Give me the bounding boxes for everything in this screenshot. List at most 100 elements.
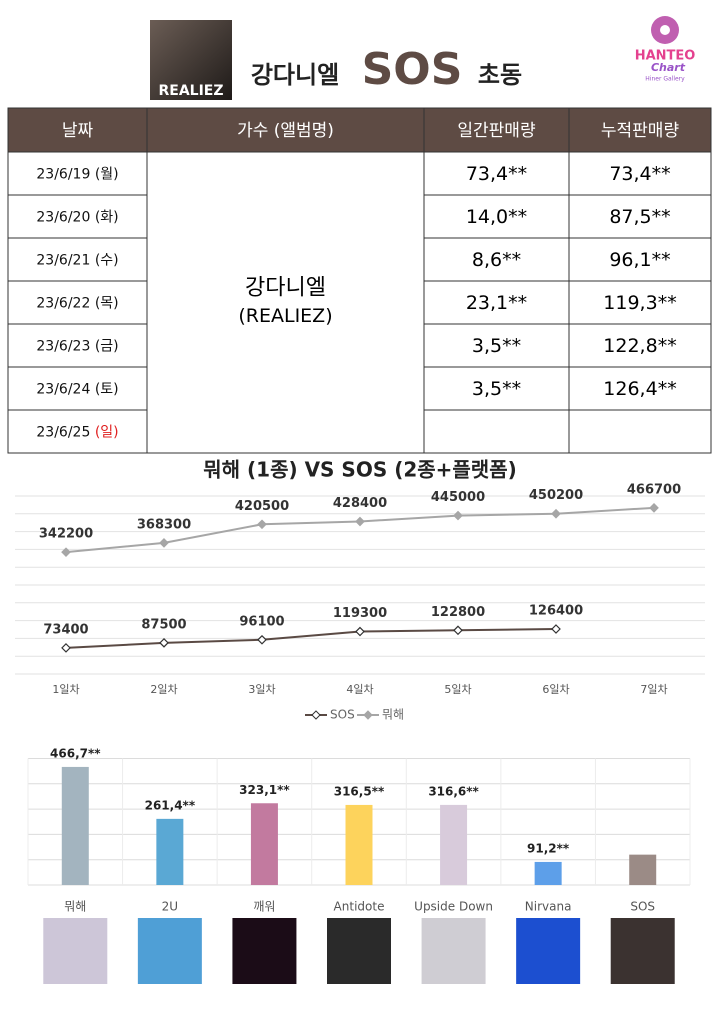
total-sales: 96,1**	[609, 249, 670, 271]
date: 23/6/20	[36, 210, 90, 226]
weekday: (화)	[95, 210, 119, 226]
point	[257, 519, 267, 530]
date: 23/6/19	[36, 167, 90, 183]
x-tick-label: 2일차	[150, 682, 177, 696]
point	[159, 538, 169, 548]
table-date: 23/6/21 (수)	[36, 253, 118, 269]
data-label: 428400	[333, 496, 387, 511]
x-tick-label: 2U	[162, 900, 178, 914]
album-thumb	[43, 918, 108, 984]
x-tick-label: 4일차	[346, 682, 373, 696]
x-tick-label: Antidote	[334, 900, 385, 914]
album-thumb	[516, 918, 581, 984]
title-artist: 강다니엘	[251, 61, 339, 89]
bar	[156, 818, 184, 885]
album-thumb	[137, 918, 202, 984]
data-label: 420500	[235, 499, 289, 514]
artist-name: 강다니엘	[245, 276, 326, 301]
x-tick-label: SOS	[630, 900, 655, 914]
data-label: 466,7**	[50, 746, 101, 760]
bar	[534, 861, 562, 885]
point	[453, 625, 463, 636]
bar	[440, 804, 468, 885]
point	[257, 634, 267, 645]
data-label: 466700	[627, 482, 681, 497]
x-tick-label: 깨워	[253, 900, 275, 914]
total-sales: 122,8**	[603, 335, 676, 357]
point	[355, 626, 365, 637]
table-date: 23/6/19 (월)	[36, 167, 118, 183]
table-header: 가수 (앨범명)	[237, 121, 334, 141]
point	[551, 624, 561, 634]
table-date: 23/6/25 (일)	[36, 425, 118, 441]
bar	[250, 803, 278, 885]
legend-label: 뭐해	[382, 708, 404, 722]
total-sales: 87,5**	[609, 206, 670, 228]
data-label: 323,1**	[239, 783, 290, 797]
table-header-bg	[7, 107, 712, 153]
table-date: 23/6/22 (목)	[36, 296, 118, 312]
table-date: 23/6/20 (화)	[36, 210, 118, 226]
data-label: 445000	[431, 490, 485, 505]
logo-name: HANTEO	[635, 49, 696, 64]
x-tick-label: 뭐해	[64, 900, 86, 914]
bar	[61, 766, 89, 885]
data-label: 450200	[529, 488, 583, 503]
x-tick-label: 3일차	[248, 682, 275, 696]
daily-sales: 3,5**	[472, 335, 521, 357]
table-body-border	[7, 151, 712, 454]
x-tick-label: 1일차	[52, 682, 79, 696]
logo-icon-center	[660, 25, 670, 35]
series-line	[65, 628, 557, 649]
title-suffix: 초동	[478, 61, 522, 89]
point	[551, 508, 561, 519]
date: 23/6/24	[36, 382, 90, 398]
legend-label: SOS	[330, 708, 355, 722]
album-thumb	[327, 918, 391, 984]
point	[61, 643, 71, 653]
total-sales: 73,4**	[609, 163, 670, 185]
data-label: 126400	[529, 604, 583, 619]
data-label: 91,2**	[527, 841, 570, 855]
album-thumb	[232, 918, 297, 984]
weekday: (토)	[95, 382, 119, 398]
weekday: (월)	[95, 167, 119, 183]
table-date: 23/6/23 (금)	[36, 339, 118, 355]
legend-marker	[363, 710, 373, 720]
date: 23/6/21	[36, 253, 90, 269]
data-label: 73400	[43, 622, 88, 637]
data-label: 368300	[137, 517, 191, 532]
data-label: 261,4**	[145, 798, 196, 812]
point	[355, 516, 365, 527]
table-header: 일간판매량	[457, 121, 536, 141]
x-tick-label: Upside Down	[414, 900, 493, 914]
data-label: 122800	[431, 605, 485, 620]
point	[61, 547, 71, 558]
x-tick-label: Nirvana	[525, 900, 572, 914]
daily-sales: 23,1**	[466, 292, 527, 314]
album-name: (REALIEZ)	[238, 305, 332, 327]
data-label: 119300	[333, 606, 387, 621]
daily-sales: 14,0**	[466, 206, 527, 228]
album-thumb	[421, 918, 486, 984]
weekday: (금)	[95, 339, 119, 355]
table-header: 누적판매량	[601, 121, 680, 141]
logo-caption: Hiner Gallery	[645, 76, 685, 83]
title-song: SOS	[362, 44, 463, 95]
logo-sub: Chart	[651, 61, 686, 74]
weekday: (수)	[95, 253, 119, 269]
weekday: (일)	[95, 425, 119, 441]
bar	[345, 804, 373, 885]
bar	[629, 854, 657, 885]
total-sales: 126,4**	[603, 378, 676, 400]
date: 23/6/23	[36, 339, 90, 355]
total-sales: 119,3**	[603, 292, 676, 314]
weekday: (목)	[95, 296, 119, 312]
x-tick-label: 7일차	[640, 682, 667, 696]
album-thumb	[610, 918, 675, 984]
data-label: 87500	[141, 617, 186, 632]
date: 23/6/25	[36, 425, 90, 441]
point	[453, 510, 463, 521]
content: 날짜 가수 (앨범명) 일간판매량 누적판매량 23/6/19 (월) 73,4** 73,…	[7, 107, 712, 984]
